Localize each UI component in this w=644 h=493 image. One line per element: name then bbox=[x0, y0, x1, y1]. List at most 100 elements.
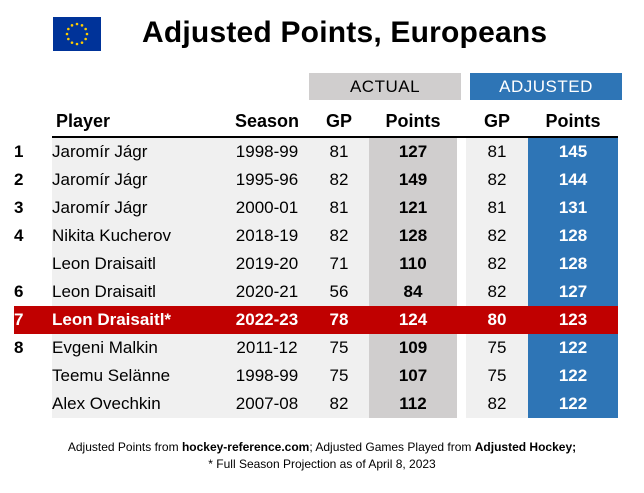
adjusted-points-table: Player Season GP Points GP Points 1 Jarom… bbox=[14, 106, 618, 418]
rank-cell: 2 bbox=[14, 166, 52, 194]
table-row: 4 Nikita Kucherov 2018-19 82 128 82 128 bbox=[14, 222, 618, 250]
player-column-header: Player bbox=[52, 106, 225, 138]
adjusted-gp-cell: 82 bbox=[466, 222, 528, 250]
adjusted-points-cell: 122 bbox=[528, 390, 618, 418]
adjusted-gp-cell: 82 bbox=[466, 250, 528, 278]
player-name: Leon Draisaitl bbox=[52, 250, 225, 278]
adjusted-points-cell: 128 bbox=[528, 250, 618, 278]
season-cell: 1995-96 bbox=[225, 166, 309, 194]
games-played-cell: 82 bbox=[309, 390, 369, 418]
source-footnote: Adjusted Points from hockey-reference.co… bbox=[0, 440, 644, 454]
footnote-source-1: hockey-reference.com bbox=[181, 440, 310, 454]
column-separator bbox=[457, 334, 466, 362]
season-column-header: Season bbox=[225, 106, 309, 138]
adjusted-points-column-header: Points bbox=[528, 106, 618, 138]
player-name: Leon Draisaitl* bbox=[52, 306, 225, 334]
season-cell: 2011-12 bbox=[225, 334, 309, 362]
games-played-cell: 75 bbox=[309, 362, 369, 390]
player-name: Jaromír Jágr bbox=[52, 137, 225, 166]
column-separator bbox=[457, 306, 466, 334]
player-name: Teemu Selänne bbox=[52, 362, 225, 390]
rank-cell bbox=[14, 362, 52, 390]
table-row: 3 Jaromír Jágr 2000-01 81 121 81 131 bbox=[14, 194, 618, 222]
adjusted-points-cell: 144 bbox=[528, 166, 618, 194]
player-name: Jaromír Jágr bbox=[52, 166, 225, 194]
season-cell: 2000-01 bbox=[225, 194, 309, 222]
points-cell: 112 bbox=[369, 390, 457, 418]
adjusted-group-header: ADJUSTED bbox=[470, 73, 622, 100]
adjusted-gp-cell: 80 bbox=[466, 306, 528, 334]
eu-flag-icon bbox=[53, 17, 101, 51]
rank-cell: 3 bbox=[14, 194, 52, 222]
player-name: Alex Ovechkin bbox=[52, 390, 225, 418]
points-cell: 107 bbox=[369, 362, 457, 390]
flag-star bbox=[70, 24, 74, 27]
column-separator bbox=[457, 362, 466, 390]
player-name: Nikita Kucherov bbox=[52, 222, 225, 250]
footnote-text-2: ; Adjusted Games Played from bbox=[309, 440, 475, 454]
flag-star bbox=[67, 37, 70, 41]
footnote-text: Adjusted Points from bbox=[67, 440, 182, 454]
games-played-cell: 82 bbox=[309, 166, 369, 194]
rank-cell bbox=[14, 390, 52, 418]
page-title: Adjusted Points, Europeans bbox=[142, 16, 548, 49]
table-row: 6 Leon Draisaitl 2020-21 56 84 82 127 bbox=[14, 278, 618, 306]
adjusted-gp-column-header: GP bbox=[466, 106, 528, 138]
rank-cell: 1 bbox=[14, 137, 52, 166]
projection-footnote: * Full Season Projection as of April 8, … bbox=[208, 457, 436, 471]
rank-column-header bbox=[14, 106, 52, 137]
column-separator bbox=[457, 390, 466, 418]
footnote-source-2: Adjusted Hockey; bbox=[474, 440, 577, 454]
adjusted-gp-cell: 82 bbox=[466, 390, 528, 418]
points-cell: 121 bbox=[369, 194, 457, 222]
table-row: 8 Evgeni Malkin 2011-12 75 109 75 122 bbox=[14, 334, 618, 362]
flag-star bbox=[65, 32, 69, 36]
table-header-row: Player Season GP Points GP Points bbox=[14, 106, 618, 138]
flag-star bbox=[75, 42, 79, 46]
adjusted-points-cell: 131 bbox=[528, 194, 618, 222]
adjusted-points-cell: 145 bbox=[528, 137, 618, 166]
table-row: 2 Jaromír Jágr 1995-96 82 149 82 144 bbox=[14, 166, 618, 194]
rank-cell: 7 bbox=[14, 306, 52, 334]
table-row: Alex Ovechkin 2007-08 82 112 82 122 bbox=[14, 390, 618, 418]
points-cell: 149 bbox=[369, 166, 457, 194]
rank-cell: 6 bbox=[14, 278, 52, 306]
adjusted-points-cell: 128 bbox=[528, 222, 618, 250]
season-cell: 2018-19 bbox=[225, 222, 309, 250]
player-name: Evgeni Malkin bbox=[52, 334, 225, 362]
column-separator bbox=[457, 194, 466, 222]
table-row: 1 Jaromír Jágr 1998-99 81 127 81 145 bbox=[14, 137, 618, 166]
table-row: Leon Draisaitl 2019-20 71 110 82 128 bbox=[14, 250, 618, 278]
flag-star bbox=[84, 37, 87, 41]
season-cell: 2019-20 bbox=[225, 250, 309, 278]
games-played-cell: 81 bbox=[309, 137, 369, 166]
points-cell: 128 bbox=[369, 222, 457, 250]
adjusted-points-cell: 127 bbox=[528, 278, 618, 306]
column-separator bbox=[457, 137, 466, 166]
adjusted-gp-cell: 75 bbox=[466, 334, 528, 362]
flag-star bbox=[84, 27, 87, 31]
rank-cell: 4 bbox=[14, 222, 52, 250]
column-separator bbox=[457, 106, 466, 138]
player-name: Jaromír Jágr bbox=[52, 194, 225, 222]
games-played-cell: 78 bbox=[309, 306, 369, 334]
table-row: Teemu Selänne 1998-99 75 107 75 122 bbox=[14, 362, 618, 390]
table-row: 7 Leon Draisaitl* 2022-23 78 124 80 123 bbox=[14, 306, 618, 334]
points-cell: 124 bbox=[369, 306, 457, 334]
games-played-cell: 75 bbox=[309, 334, 369, 362]
adjusted-gp-cell: 81 bbox=[466, 194, 528, 222]
actual-group-header: ACTUAL bbox=[309, 73, 461, 100]
points-cell: 84 bbox=[369, 278, 457, 306]
flag-star bbox=[70, 41, 74, 44]
points-cell: 110 bbox=[369, 250, 457, 278]
gp-column-header: GP bbox=[309, 106, 369, 138]
season-cell: 2022-23 bbox=[225, 306, 309, 334]
adjusted-gp-cell: 75 bbox=[466, 362, 528, 390]
games-played-cell: 71 bbox=[309, 250, 369, 278]
column-separator bbox=[457, 250, 466, 278]
player-name: Leon Draisaitl bbox=[52, 278, 225, 306]
season-cell: 2007-08 bbox=[225, 390, 309, 418]
adjusted-points-cell: 122 bbox=[528, 362, 618, 390]
column-separator bbox=[457, 222, 466, 250]
season-cell: 1998-99 bbox=[225, 362, 309, 390]
